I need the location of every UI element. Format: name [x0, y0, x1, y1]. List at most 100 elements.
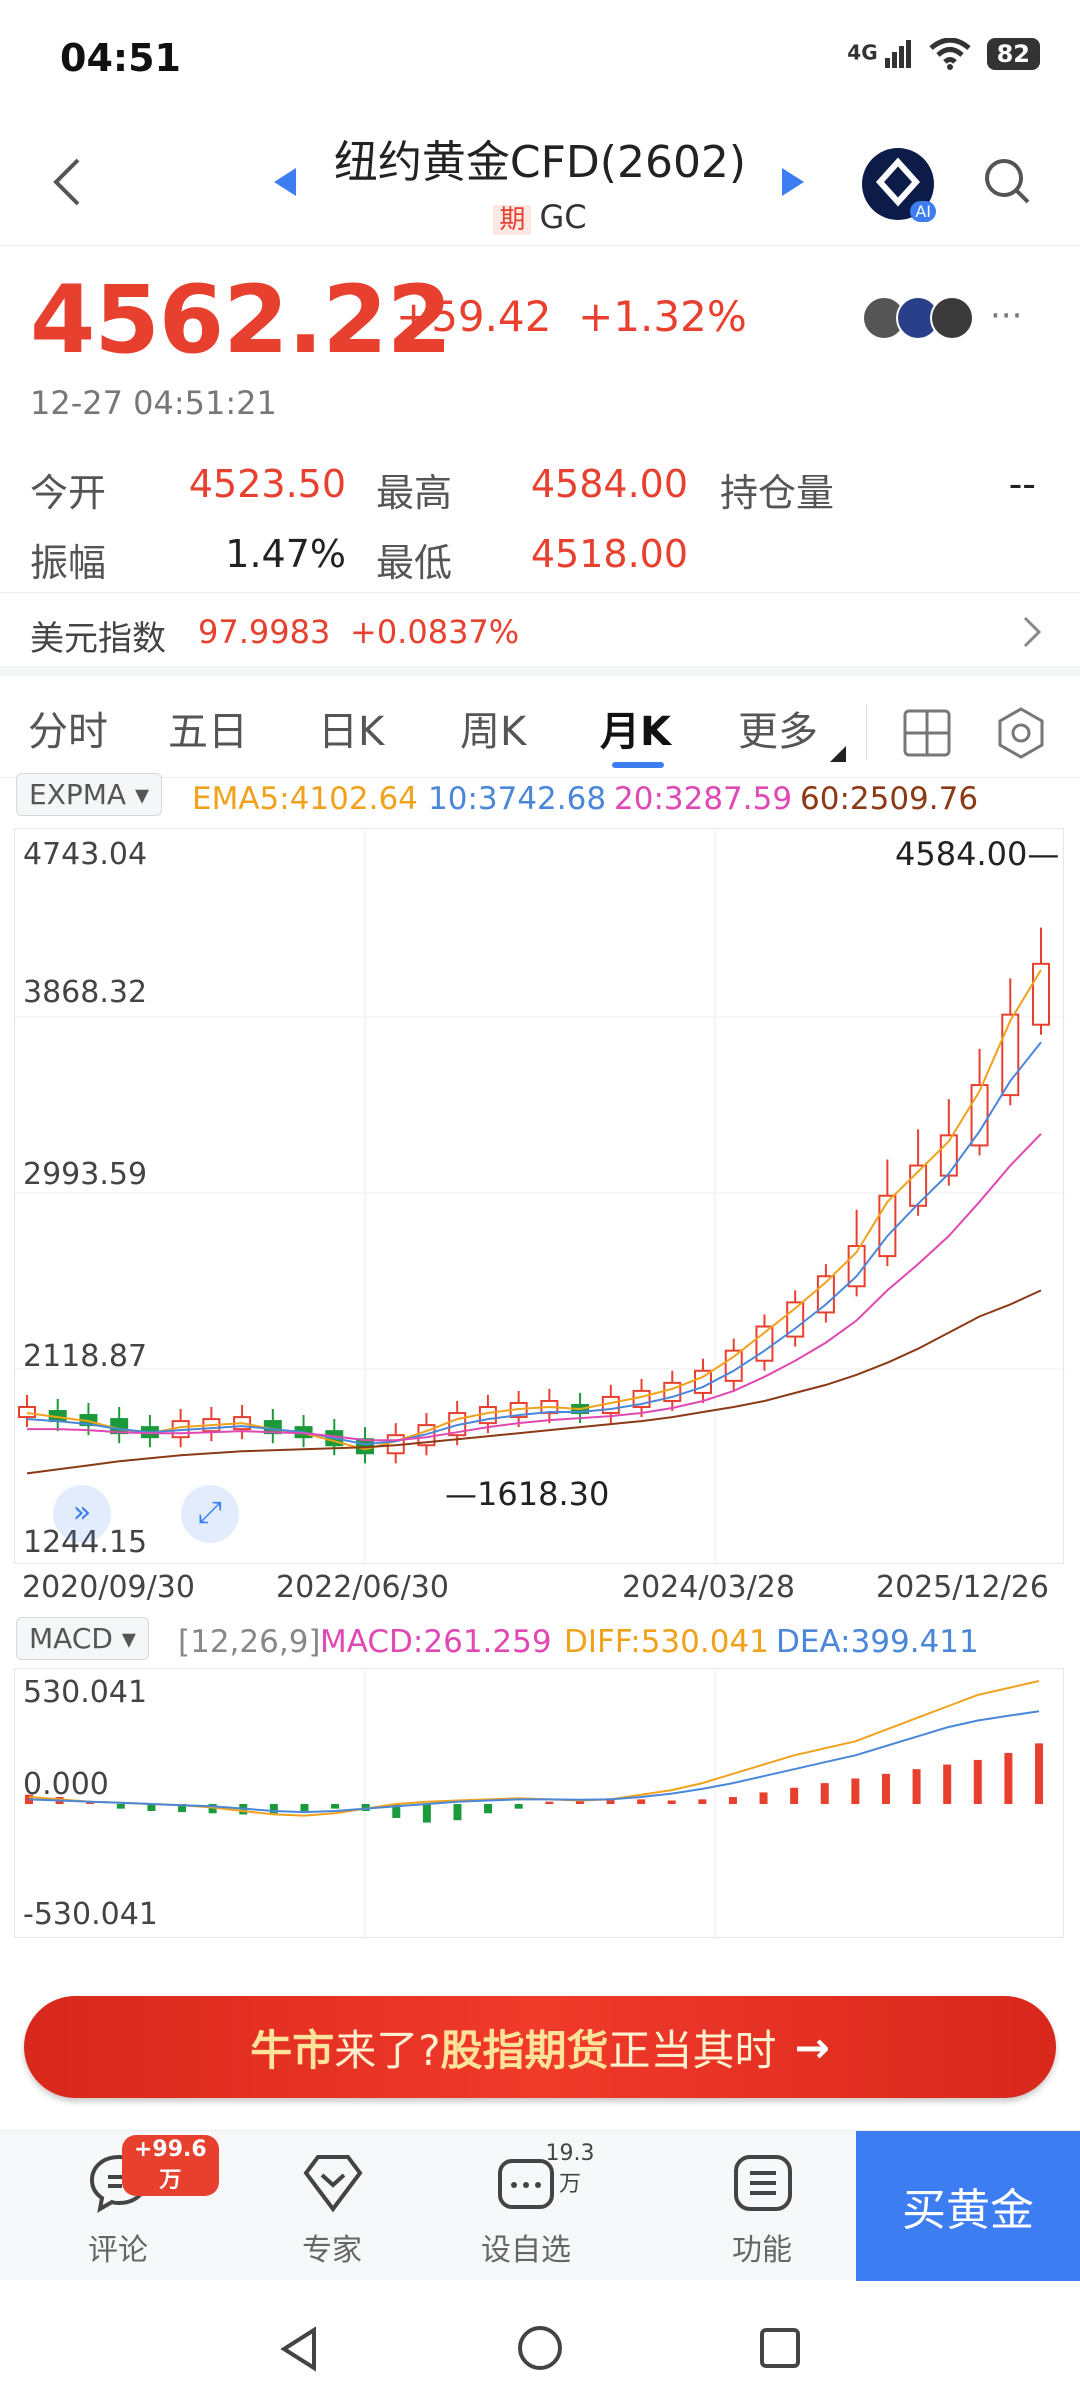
bottom-nav: +99.6万 评论 专家 19.3万 设自选 功能 买黄金 [0, 2130, 1080, 2281]
macd-bar [759, 1792, 768, 1804]
last-price: 4562.22 [30, 266, 452, 375]
y-axis-label: 4743.04 [23, 837, 148, 872]
ema-line-ema60 [26, 1289, 1042, 1475]
ema-line-ema5 [26, 969, 1042, 1451]
change-percent: +1.32% [578, 292, 747, 341]
max-price-value: 4584.00 [895, 835, 1028, 873]
macd-bar [728, 1797, 737, 1804]
expert-icon [303, 2155, 363, 2213]
max-price-annotation: 4584.00— [895, 835, 1060, 873]
macd-bar [606, 1798, 615, 1804]
low-label: 最低 [376, 541, 453, 585]
tab-monthly[interactable]: 月K [600, 709, 671, 755]
candle-body [878, 1194, 897, 1258]
macd-bar [300, 1804, 309, 1811]
header: 纽约黄金CFD(2602) 期 GC AI [0, 120, 1080, 246]
symbol-label: GC [539, 198, 587, 236]
open-interest-value: -- [1008, 462, 1036, 506]
macd-bar [637, 1799, 646, 1804]
next-instrument-icon[interactable] [780, 166, 806, 198]
user-avatars[interactable] [862, 296, 982, 342]
min-price-value: 1618.30 [477, 1475, 610, 1513]
recents-nav-icon[interactable] [758, 2326, 802, 2370]
candle-body [1032, 962, 1050, 1026]
macd-bar [422, 1804, 431, 1823]
ema-line-ema20 [27, 1133, 1042, 1442]
y-axis-label: 1244.15 [23, 1525, 148, 1560]
macd-selector[interactable]: MACD ▾ [16, 1617, 149, 1660]
tab-intraday[interactable]: 分时 [28, 709, 108, 755]
period-tabs: 分时 五日 日K 周K 月K 更多 [0, 686, 1080, 778]
banner-text-b: 来了? [334, 2025, 441, 2075]
back-icon[interactable] [50, 156, 84, 208]
tab-daily[interactable]: 日K [318, 709, 385, 755]
grid-layout-icon[interactable] [902, 708, 952, 758]
macd-bar [178, 1804, 187, 1813]
functions-label: 功能 [732, 2233, 792, 2268]
tab-weekly[interactable]: 周K [460, 709, 527, 755]
promo-banner[interactable]: 牛市 来了? 股指期货 正当其时 → [24, 1996, 1056, 2098]
kline-chart[interactable]: 4743.04 3868.32 2993.59 2118.87 1244.15 … [14, 828, 1065, 1565]
tab-more[interactable]: 更多 [738, 709, 818, 755]
open-label: 今开 [30, 471, 107, 515]
dollar-index-value: 97.9983 [198, 613, 331, 651]
watchlist-count: 19.3万 [545, 2141, 595, 2197]
dollar-index-change: +0.0837% [350, 613, 520, 651]
dollar-index-label: 美元指数 [30, 619, 166, 659]
high-label: 最高 [376, 471, 453, 515]
y-axis-label: 3868.32 [23, 975, 148, 1010]
macd-bar [25, 1794, 33, 1804]
x-axis-label: 2022/06/30 [276, 1570, 449, 1605]
macd-bar [361, 1804, 370, 1811]
min-price-annotation: —1618.30 [445, 1475, 610, 1513]
back-nav-icon[interactable] [278, 2326, 322, 2372]
arrow-right-icon: → [794, 2022, 830, 2072]
prev-instrument-icon[interactable] [272, 166, 298, 198]
macd-bar [208, 1804, 217, 1814]
comment-label: 评论 [88, 2233, 148, 2268]
expand-button[interactable]: » [53, 1485, 111, 1543]
macd-bar [943, 1764, 952, 1804]
expma-selector[interactable]: EXPMA ▾ [16, 773, 163, 816]
expma-legend: EXPMA ▾ [16, 773, 163, 816]
more-options-icon[interactable]: ··· [990, 296, 1023, 336]
instrument-subtitle: 期 GC [0, 198, 1080, 236]
search-icon[interactable] [982, 156, 1032, 206]
settings-icon[interactable] [994, 706, 1048, 760]
comment-badge: +99.6万 [122, 2135, 219, 2196]
ai-assistant-button[interactable]: AI [862, 148, 936, 222]
macd-selector-label: MACD [29, 1622, 113, 1655]
ema10-label: 10:3742.68 [428, 781, 607, 817]
fullscreen-button[interactable]: ⤢ [181, 1485, 239, 1543]
amplitude-label: 振幅 [30, 541, 107, 585]
expert-label: 专家 [302, 2233, 362, 2268]
quote-timestamp: 12-27 04:51:21 [30, 384, 277, 422]
candle-body [1001, 1013, 1020, 1097]
menu-icon [734, 2155, 792, 2211]
ai-badge: AI [910, 201, 936, 222]
watchlist-icon [498, 2159, 554, 2209]
dollar-index-row[interactable]: 美元指数 97.9983 +0.0837% [0, 592, 1080, 676]
macd-y-label: 0.000 [23, 1767, 109, 1802]
price-change: +59.42 +1.32% [396, 292, 747, 341]
macd-chart[interactable]: 530.041 0.000 -530.041 [14, 1668, 1064, 1939]
banner-text-c: 股指期货 [440, 2025, 609, 2075]
macd-bar [575, 1799, 584, 1804]
signal-icon: 4G [847, 40, 912, 68]
buy-gold-button[interactable]: 买黄金 [856, 2131, 1080, 2281]
system-nav-bar [0, 2290, 1080, 2408]
macd-bar [116, 1804, 125, 1809]
battery-indicator: 82 [986, 38, 1040, 70]
macd-bar [392, 1804, 401, 1818]
tab-five-day[interactable]: 五日 [168, 709, 248, 755]
active-tab-underline [612, 762, 664, 768]
macd-bar [147, 1804, 156, 1811]
x-axis-label: 2025/12/26 [876, 1570, 1049, 1605]
macd-bar [269, 1804, 278, 1814]
macd-bar [331, 1804, 340, 1809]
futures-tag: 期 [493, 205, 532, 235]
home-nav-icon[interactable] [516, 2324, 564, 2372]
expma-selector-label: EXPMA [29, 778, 127, 811]
dropdown-corner-icon [830, 746, 846, 762]
macd-bar [851, 1778, 860, 1804]
